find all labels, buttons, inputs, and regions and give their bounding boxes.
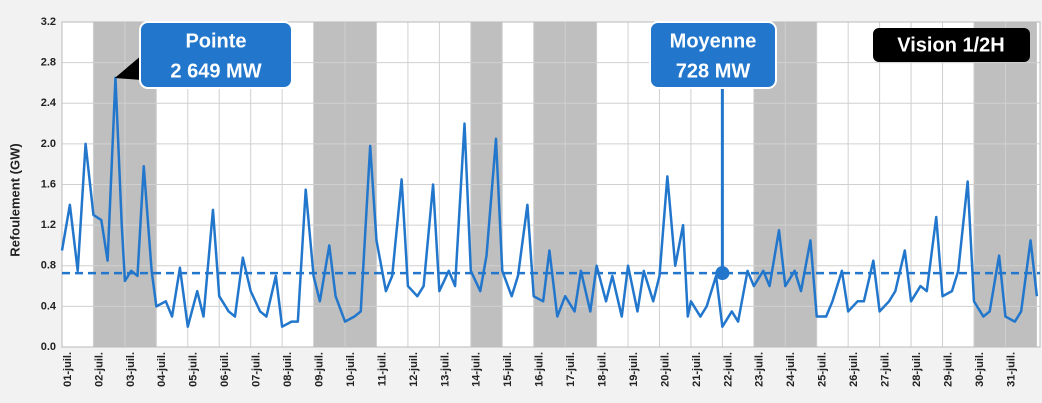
x-tick-label: 08-juil. — [282, 352, 294, 387]
x-tick-label: 03-juil. — [125, 352, 137, 387]
y-tick-label: 2.4 — [41, 97, 57, 109]
x-tick-label: 15-juil. — [502, 352, 514, 387]
x-tick-label: 24-juil. — [785, 352, 797, 387]
x-tick-label: 07-juil. — [251, 352, 263, 387]
x-tick-label: 11-juil. — [376, 352, 388, 386]
x-tick-label: 21-juil. — [691, 352, 703, 387]
peak-pointer — [114, 55, 142, 80]
x-tick-label: 02-juil. — [93, 352, 105, 387]
x-tick-label: 04-juil. — [156, 352, 168, 387]
x-tick-label: 30-juil. — [974, 352, 986, 387]
y-tick-label: 2.0 — [41, 138, 56, 150]
x-tick-label: 31-juil. — [1005, 352, 1017, 387]
badge: Vision 1/2H — [897, 34, 1004, 56]
y-tick-label: 0.0 — [41, 341, 56, 353]
data-layer — [60, 76, 1040, 328]
x-tick-label: 28-juil. — [911, 352, 923, 387]
mean-title: Moyenne — [670, 30, 757, 52]
x-tick-label: 27-juil. — [880, 352, 892, 387]
x-tick-label: 18-juil. — [597, 352, 609, 387]
annotation-layer: Moyenne 728 MW Pointe 2 649 MW Vision 1/2H — [114, 21, 1030, 281]
x-tick-label: 26-juil. — [848, 352, 860, 387]
x-tick-label: 10-juil. — [345, 352, 357, 387]
x-tick-label: 19-juil. — [628, 352, 640, 387]
x-tick-label: 09-juil. — [313, 352, 325, 387]
x-tick-label: 06-juil. — [219, 352, 231, 387]
x-tick-label: 12-juil. — [408, 352, 420, 387]
x-tick-label: 23-juil. — [754, 352, 766, 387]
peak-box — [139, 21, 293, 89]
x-tick-label: 17-juil. — [565, 352, 577, 387]
data-line — [60, 76, 1039, 328]
x-tick-label: 05-juil. — [188, 352, 200, 387]
y-tick-label: 1.6 — [41, 178, 56, 190]
x-tick-label: 01-juil. — [62, 352, 74, 387]
x-tick-label: 14-juil. — [471, 352, 483, 387]
y-axis-label: Refoulement (GW) — [7, 143, 22, 256]
x-tick-label: 13-juil. — [439, 352, 451, 387]
x-tick-label: 29-juil. — [942, 352, 954, 387]
peak-label: 2 649 MW — [170, 60, 261, 82]
y-tick-label: 1.2 — [41, 219, 56, 231]
x-tick-label: 20-juil. — [659, 352, 671, 387]
peak-title: Pointe — [185, 30, 246, 52]
x-tick-label: 25-juil. — [817, 352, 829, 387]
mean-dot — [715, 266, 730, 281]
x-tick-label: 22-juil. — [722, 352, 734, 387]
x-tick-label: 16-juil. — [534, 352, 546, 387]
y-tick-label: 3.2 — [41, 16, 56, 28]
badge-box — [873, 28, 1030, 62]
mean-box — [649, 21, 777, 89]
y-tick-label: 2.8 — [41, 57, 56, 69]
y-tick-label: 0.8 — [41, 260, 56, 272]
y-tick-label: 0.4 — [41, 300, 57, 312]
mean-label: 728 MW — [676, 60, 751, 82]
plot-border — [61, 21, 1041, 348]
